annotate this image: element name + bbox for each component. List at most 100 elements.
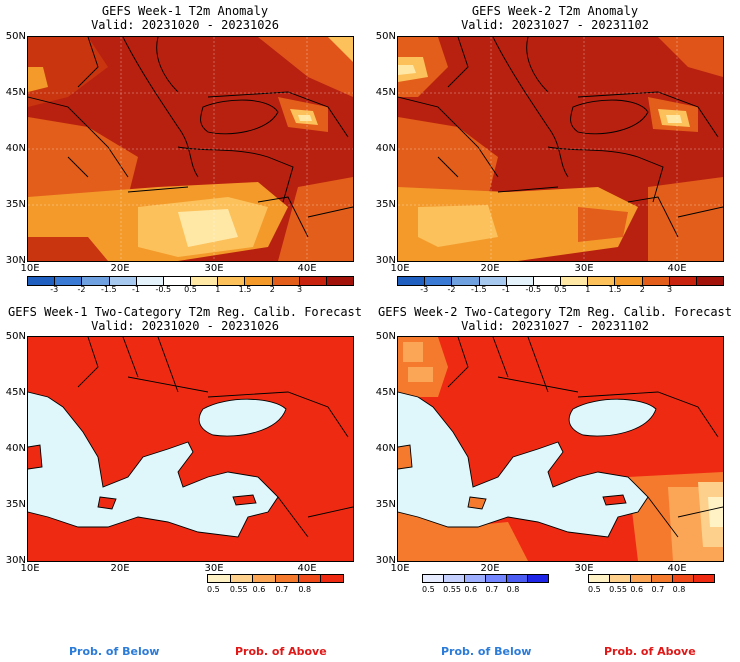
lat-label-30n: 30N [5,255,26,266]
colorbar-tick-label: 0.55 [443,585,461,594]
anomaly-colorbar-segment [642,277,670,285]
prob-above-colorbar-segment [652,575,673,582]
prob-below-colorbar [422,574,549,583]
anomaly-colorbar-segment [218,277,246,285]
colorbar-tick-label: 0.6 [252,585,266,594]
colorbar-tick-label: 0.7 [275,585,289,594]
colorbar-tick-label: 0.6 [630,585,644,594]
prob-below-colorbar-labels: 0.5 0.55 0.6 0.7 0.8 [422,585,549,595]
prob-above-colorbar-segment [631,575,652,582]
anomaly-colorbar-labels: -3 -2 -1.5 -1 -0.5 0.5 1 1.5 2 3 [27,285,354,295]
lat-label-35n: 35N [5,499,26,510]
anomaly-colorbar-segment [669,277,697,285]
panel-title: GEFS Week-2 Two-Category T2m Reg. Calib.… [377,305,732,319]
lat-label-40n: 40N [5,143,26,154]
panel-valid-dates: Valid: 20231027 - 20231102 [461,18,649,32]
anomaly-colorbar-segment [245,277,273,285]
colorbar-tick-label: 0.8 [672,585,686,594]
lat-label-30n: 30N [5,555,26,566]
colorbar-tick-label: 1 [215,285,221,294]
colorbar-tick-label: 2 [639,285,645,294]
anomaly-colorbar [397,276,724,286]
lon-label-20e: 20E [480,263,500,274]
anomaly-colorbar [27,276,354,286]
panel-valid-dates: Valid: 20231027 - 20231102 [461,319,649,333]
colorbar-tick-label: -2 [77,285,86,294]
anomaly-colorbar-segment [615,277,643,285]
lon-label-20e: 20E [110,263,130,274]
colorbar-tick-label: -1.5 [470,285,487,294]
anomaly-colorbar-labels: -3 -2 -1.5 -1 -0.5 0.5 1 1.5 2 3 [397,285,724,295]
lat-label-40n: 40N [5,443,26,454]
colorbar-tick-label: -2 [447,285,456,294]
probability-map [27,336,354,562]
lon-label-40e: 40E [667,263,687,274]
lon-label-20e: 20E [110,563,130,574]
anomaly-colorbar-segment [136,277,164,285]
prob-above-label: Prob. of Above [235,645,327,658]
colorbar-tick-label: 0.6 [464,585,478,594]
probability-map [397,336,724,562]
lon-label-30e: 30E [574,563,594,574]
colorbar-tick-label: 0.8 [506,585,520,594]
lat-label-50n: 50N [5,31,26,42]
colorbar-tick-label: 0.7 [651,585,665,594]
lon-label-10e: 10E [390,563,410,574]
lon-label-10e: 10E [20,263,40,274]
colorbar-tick-label: -3 [50,285,59,294]
prob-above-label: Prob. of Above [604,645,696,658]
lon-label-40e: 40E [667,563,687,574]
prob-above-colorbar-labels: 0.5 0.55 0.6 0.7 0.8 [588,585,715,595]
colorbar-tick-label: 3 [296,285,303,294]
prob-above-colorbar-segment [589,575,610,582]
colorbar-tick-label: 0.55 [609,585,627,594]
colorbar-tick-label: -1 [132,285,140,294]
prob-above-colorbar-segment [298,575,322,582]
panel-week2-anomaly: GEFS Week-2 T2m Anomaly Valid: 20231027 … [370,0,740,300]
lon-label-20e: 20E [480,563,500,574]
anomaly-map [397,36,724,262]
colorbar-tick-label: 1 [585,285,591,294]
lat-label-50n: 50N [375,31,396,42]
colorbar-tick-label: 0.5 [422,585,435,594]
panel-valid-dates: Valid: 20231020 - 20231026 [91,319,279,333]
colorbar-tick-label: 0.5 [588,585,601,594]
anomaly-colorbar-segment [506,277,534,285]
anomaly-colorbar-segment [163,277,192,285]
lat-label-35n: 35N [375,199,396,210]
prob-above-colorbar-segment [694,575,714,582]
lat-label-35n: 35N [5,199,26,210]
colorbar-tick-label: 0.5 [207,585,220,594]
panel-title: GEFS Week-1 Two-Category T2m Reg. Calib.… [7,305,362,319]
anomaly-map [27,36,354,262]
anomaly-colorbar-segment [191,277,219,285]
prob-above-colorbar-segment [230,575,254,582]
colorbar-tick-label: 0.5 [184,285,197,294]
prob-below-colorbar-segment [444,575,465,582]
panel-week1-anomaly: GEFS Week-1 T2m Anomaly Valid: 20231020 … [0,0,370,300]
lon-label-30e: 30E [204,563,224,574]
lon-label-30e: 30E [204,263,224,274]
panel-week2-probability: GEFS Week-2 Two-Category T2m Reg. Calib.… [370,300,740,662]
colorbar-tick-label: 1.5 [238,285,252,294]
colorbar-tick-label: 2 [269,285,275,294]
anomaly-colorbar-segment [82,277,110,285]
lat-label-45n: 45N [375,387,396,398]
lat-label-50n: 50N [5,331,26,342]
prob-above-colorbar [207,574,344,583]
anomaly-colorbar-segment [425,277,453,285]
colorbar-tick-label: -0.5 [525,285,542,294]
lat-label-40n: 40N [375,443,396,454]
lat-label-30n: 30N [375,555,396,566]
anomaly-colorbar-segment [479,277,507,285]
prob-below-colorbar-segment [423,575,444,582]
lon-label-10e: 10E [20,563,40,574]
lat-label-45n: 45N [5,87,26,98]
prob-below-colorbar-segment [465,575,486,582]
prob-below-colorbar-segment [507,575,528,582]
lon-label-40e: 40E [297,563,317,574]
anomaly-colorbar-segment [588,277,616,285]
colorbar-tick-label: 0.7 [485,585,499,594]
colorbar-tick-label: 0.8 [298,585,312,594]
panel-valid-dates: Valid: 20231020 - 20231026 [91,18,279,32]
